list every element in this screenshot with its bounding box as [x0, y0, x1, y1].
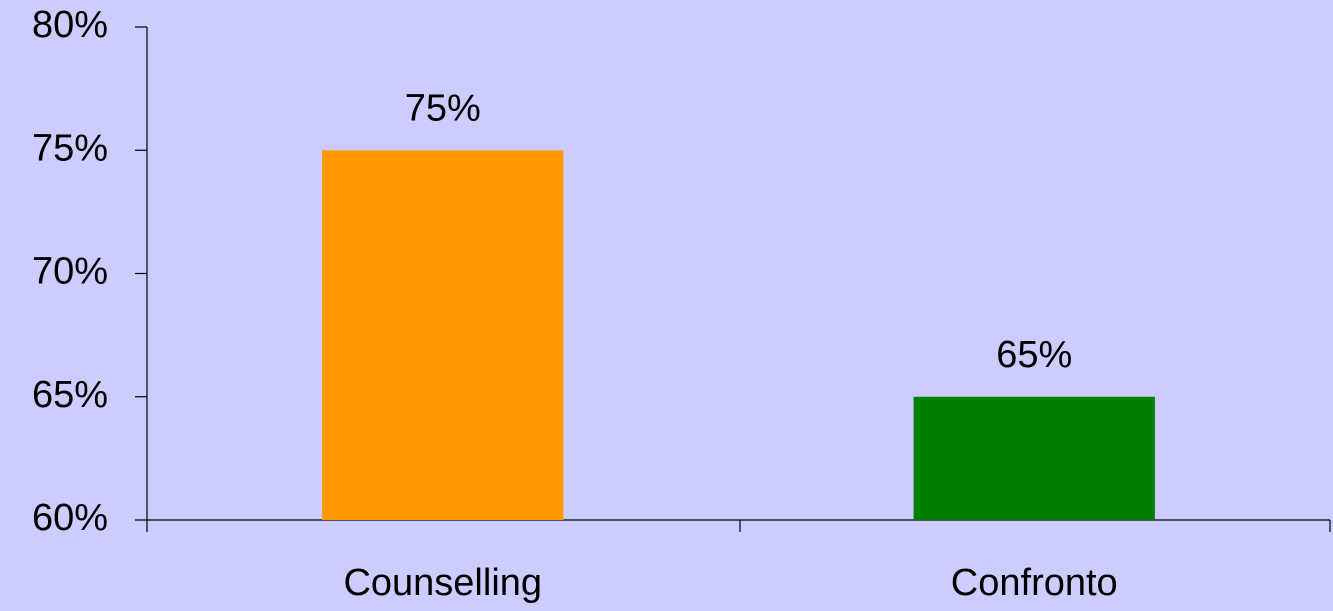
bar — [322, 150, 564, 520]
y-tick-label: 75% — [32, 127, 108, 169]
y-tick-label: 65% — [32, 374, 108, 416]
y-tick-label: 80% — [32, 4, 108, 46]
bar — [913, 396, 1155, 520]
x-tick-label: Counselling — [343, 562, 542, 604]
data-label: 65% — [996, 334, 1072, 376]
y-tick-label: 70% — [32, 251, 108, 293]
data-label: 75% — [405, 87, 481, 129]
x-tick-label: Confronto — [951, 562, 1118, 604]
y-tick-label: 60% — [32, 497, 108, 539]
